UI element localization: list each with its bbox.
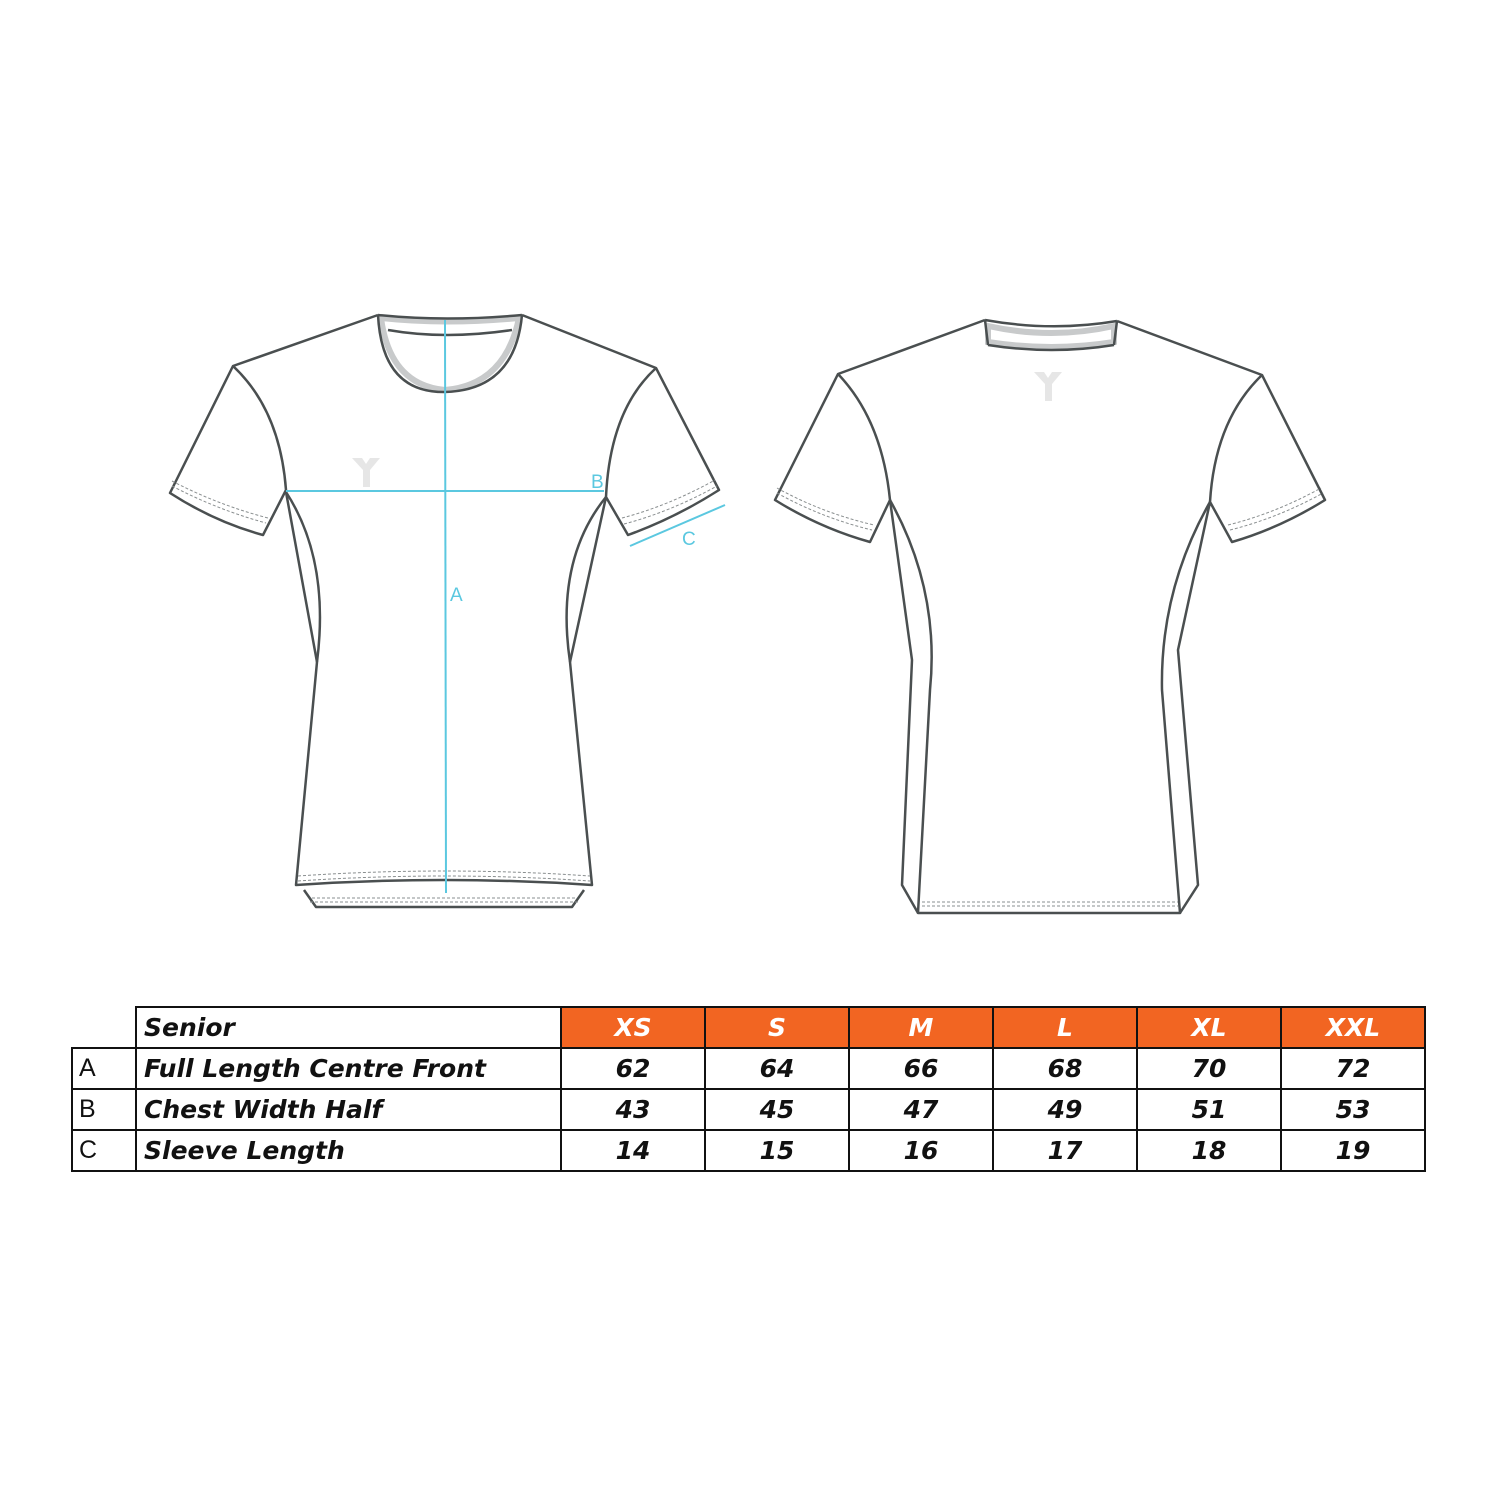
back-shirt — [773, 318, 1327, 915]
measure-line-a — [444, 319, 447, 894]
size-header: XXL — [1280, 1006, 1426, 1049]
table-row: B Chest Width Half 43 45 47 49 51 53 — [71, 1088, 1426, 1131]
measure-line-c — [629, 504, 726, 547]
size-header: M — [848, 1006, 994, 1049]
table-header-row: Senior XS S M L XL XXL — [72, 1006, 1426, 1049]
row-key: C — [71, 1129, 137, 1172]
shirt-diagrams: A B C — [168, 313, 1327, 915]
cell-value: 62 — [560, 1047, 706, 1090]
cell-value: 18 — [1136, 1129, 1282, 1172]
cell-value: 68 — [992, 1047, 1138, 1090]
cell-value: 16 — [848, 1129, 994, 1172]
cell-value: 43 — [560, 1088, 706, 1131]
size-header: XS — [560, 1006, 706, 1049]
measure-label-c: C — [682, 529, 696, 550]
row-label: Sleeve Length — [135, 1129, 562, 1172]
cell-value: 17 — [992, 1129, 1138, 1172]
cell-value: 47 — [848, 1088, 994, 1131]
measure-label-a: A — [450, 585, 463, 606]
cell-value: 51 — [1136, 1088, 1282, 1131]
cell-value: 49 — [992, 1088, 1138, 1131]
cell-value: 14 — [560, 1129, 706, 1172]
size-header: L — [992, 1006, 1138, 1049]
brand-logo-back — [1034, 372, 1062, 401]
row-label: Full Length Centre Front — [135, 1047, 562, 1090]
row-key: B — [71, 1088, 137, 1131]
cell-value: 66 — [848, 1047, 994, 1090]
cell-value: 53 — [1280, 1088, 1426, 1131]
size-header: XL — [1136, 1006, 1282, 1049]
measure-label-b: B — [591, 472, 604, 493]
table-row: C Sleeve Length 14 15 16 17 18 19 — [71, 1129, 1426, 1172]
cell-value: 19 — [1280, 1129, 1426, 1172]
cell-value: 70 — [1136, 1047, 1282, 1090]
size-header: S — [704, 1006, 850, 1049]
cell-value: 45 — [704, 1088, 850, 1131]
table-row: A Full Length Centre Front 62 64 66 68 7… — [71, 1047, 1426, 1090]
brand-logo — [352, 458, 380, 487]
front-shirt: A B C — [168, 313, 726, 909]
row-key: A — [71, 1047, 137, 1090]
table-title: Senior — [135, 1006, 562, 1049]
cell-value: 15 — [704, 1129, 850, 1172]
row-label: Chest Width Half — [135, 1088, 562, 1131]
size-chart-table: Senior XS S M L XL XXL A Full Length Cen… — [71, 1006, 1426, 1172]
cell-value: 64 — [704, 1047, 850, 1090]
cell-value: 72 — [1280, 1047, 1426, 1090]
